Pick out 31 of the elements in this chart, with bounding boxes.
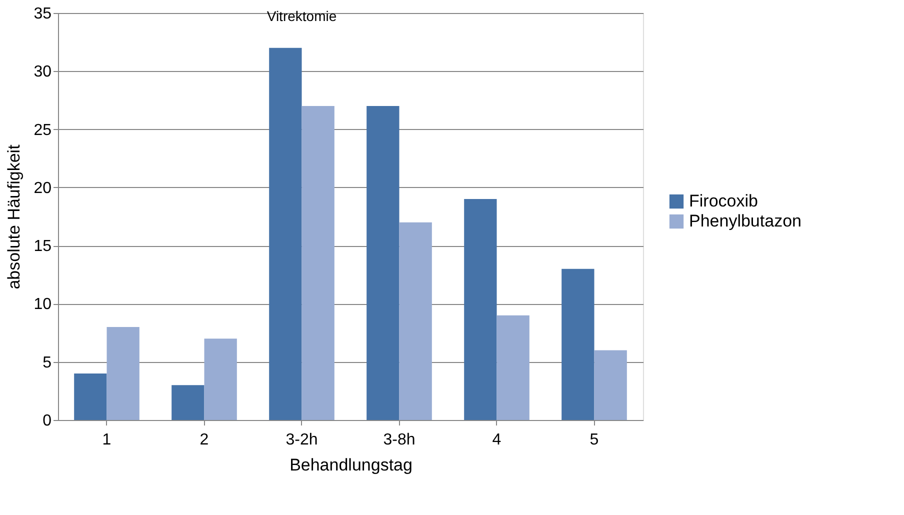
- bar: [106, 326, 140, 420]
- y-axis-title: absolute Häufigkeit: [4, 144, 24, 290]
- y-tick-label: 15: [34, 238, 52, 256]
- x-tick-label: 2: [200, 432, 209, 448]
- legend-label: Phenylbutazon: [689, 212, 802, 230]
- bar: [269, 48, 302, 420]
- bar: [399, 222, 432, 420]
- legend-label: Firocoxib: [689, 192, 758, 210]
- y-tick-label: 25: [34, 122, 52, 139]
- x-tick-label: 1: [102, 432, 112, 448]
- bar: [562, 268, 594, 420]
- y-tick-label: 5: [42, 354, 52, 372]
- x-axis-title: Behandlungstag: [290, 456, 412, 474]
- x-tick-label: 3-8h: [383, 432, 416, 448]
- bar: [204, 338, 237, 420]
- x-tick-label: 5: [590, 432, 599, 448]
- annotation: Vitrektomie: [266, 8, 337, 24]
- bar: [74, 373, 107, 420]
- bar: [496, 315, 530, 420]
- bar: [594, 350, 627, 420]
- x-tick-label: 3-2h: [286, 432, 318, 448]
- y-tick-label: 10: [34, 296, 52, 314]
- y-tick-label: 30: [34, 64, 52, 81]
- bar: [302, 106, 334, 420]
- bar: [172, 385, 204, 420]
- y-tick-label: 0: [42, 412, 52, 430]
- y-tick-label: 35: [34, 6, 52, 22]
- x-tick-label: 4: [492, 432, 502, 448]
- y-tick-label: 20: [34, 180, 52, 197]
- bar: [464, 199, 497, 420]
- bar: [366, 106, 400, 420]
